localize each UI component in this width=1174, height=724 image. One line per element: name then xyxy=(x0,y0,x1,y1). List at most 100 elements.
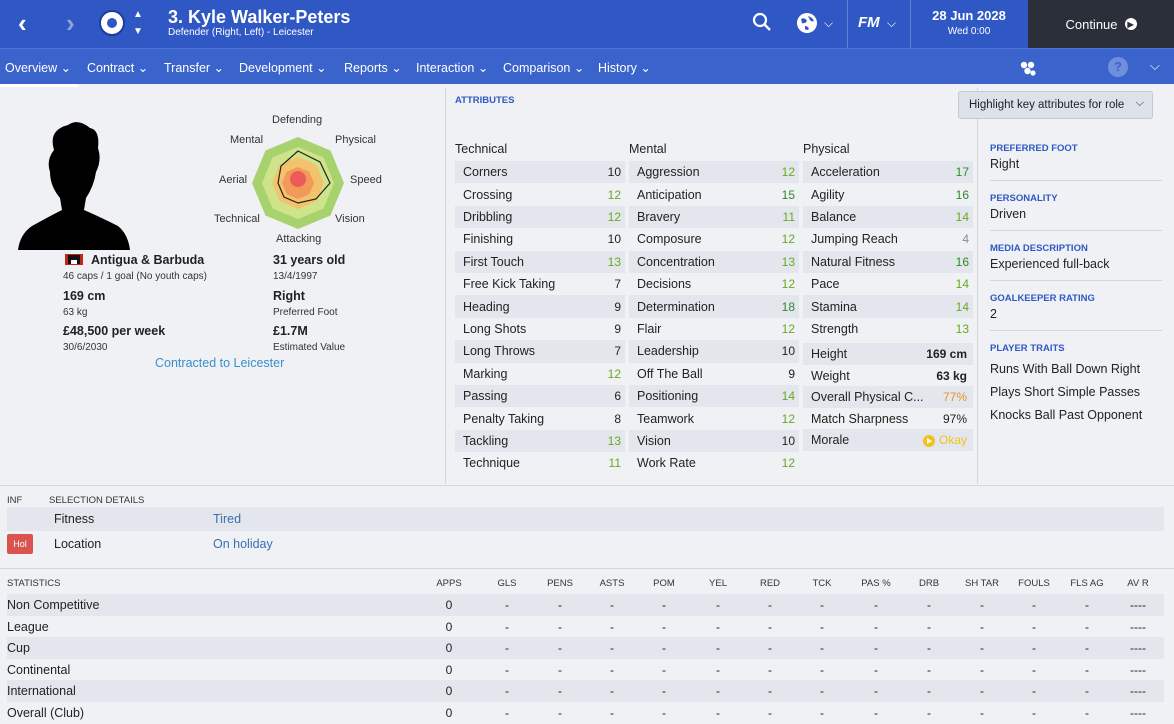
forward-arrow-icon[interactable]: › xyxy=(66,8,75,38)
attribute-row[interactable]: Passing 6 xyxy=(455,385,625,408)
attribute-row[interactable]: Dribbling 12 xyxy=(455,205,625,229)
stat-column-header[interactable]: POM xyxy=(653,578,675,589)
continue-button[interactable]: Continue ▶ xyxy=(1028,0,1174,48)
date-display[interactable]: 28 Jun 2028 Wed 0:00 xyxy=(910,8,1028,37)
stat-column-header[interactable]: RED xyxy=(759,578,781,589)
attribute-row[interactable]: Decisions 12 xyxy=(629,273,799,295)
help-icon[interactable]: ? xyxy=(1108,57,1128,77)
attribute-row[interactable]: Finishing 10 xyxy=(455,228,625,250)
chevron-down-icon[interactable]: ⌵ xyxy=(1150,58,1160,73)
attribute-row[interactable]: First Touch 13 xyxy=(455,250,625,273)
tab-history[interactable]: History ⌄ xyxy=(598,61,651,75)
attribute-row[interactable]: Natural Fitness 16 xyxy=(803,250,973,273)
table-row[interactable]: Continental 0- - - - - - - - - - - - ---- xyxy=(7,659,1164,681)
attribute-row[interactable]: Tackling 13 xyxy=(455,429,625,453)
attribute-row[interactable]: Concentration 13 xyxy=(629,250,799,273)
stat-column-header[interactable]: PAS % xyxy=(861,578,891,589)
table-row[interactable]: International 0- - - - - - - - - - - - ---- xyxy=(7,680,1164,702)
attribute-row[interactable]: Crossing 12 xyxy=(455,183,625,205)
player-trait[interactable]: Knocks Ball Past Opponent xyxy=(990,408,1143,422)
attribute-row[interactable]: Teamwork 12 xyxy=(629,407,799,429)
attribute-name: Balance xyxy=(811,209,857,224)
attribute-row[interactable]: Long Shots 9 xyxy=(455,318,625,340)
attribute-row[interactable]: Anticipation 15 xyxy=(629,183,799,205)
attribute-row[interactable]: Flair 12 xyxy=(629,318,799,340)
attribute-row[interactable]: Corners 10 xyxy=(455,161,625,184)
stat-column-header[interactable]: SH TAR xyxy=(965,578,999,589)
fm-logo[interactable]: FM xyxy=(858,14,880,31)
attribute-row[interactable]: Heading 9 xyxy=(455,295,625,318)
tab-comparison[interactable]: Comparison ⌄ xyxy=(503,61,585,75)
attribute-value: 12 xyxy=(781,321,795,336)
table-row[interactable]: Overall (Club) 0- - - - - - - - - - - - ---- xyxy=(7,702,1164,724)
attribute-row[interactable]: Leadership 10 xyxy=(629,340,799,363)
attribute-row[interactable]: Penalty Taking 8 xyxy=(455,407,625,429)
stat-cell: 0 xyxy=(445,598,453,612)
wage: £48,500 per week xyxy=(63,324,166,338)
attribute-row[interactable]: Marking 12 xyxy=(455,363,625,385)
attribute-row[interactable]: Balance 14 xyxy=(803,205,973,229)
attribute-row[interactable]: Free Kick Taking 7 xyxy=(455,273,625,295)
attribute-row[interactable]: Bravery 11 xyxy=(629,205,799,229)
back-arrow-icon[interactable]: ‹ xyxy=(18,8,27,38)
stat-column-header[interactable]: GLS xyxy=(497,578,517,589)
globe-icon[interactable] xyxy=(796,12,818,39)
tab-reports[interactable]: Reports ⌄ xyxy=(344,61,402,75)
attribute-row[interactable]: Positioning 14 xyxy=(629,385,799,408)
morale-value: Okay xyxy=(922,433,973,447)
stat-column-header[interactable]: ASTS xyxy=(599,578,625,589)
attribute-row[interactable]: Composure 12 xyxy=(629,228,799,250)
attribute-row[interactable]: Strength 13 xyxy=(803,318,973,340)
table-row[interactable]: Cup 0- - - - - - - - - - - - ---- xyxy=(7,637,1164,659)
attribute-row[interactable]: Off The Ball 9 xyxy=(629,363,799,385)
highlight-role-dropdown[interactable]: Highlight key attributes for role ⌵ xyxy=(958,91,1153,119)
attribute-row[interactable]: Pace 14 xyxy=(803,273,973,295)
attribute-name: First Touch xyxy=(463,254,524,269)
player-trait[interactable]: Runs With Ball Down Right xyxy=(990,362,1141,376)
stat-column-header[interactable]: YEL xyxy=(709,578,727,589)
tab-contract[interactable]: Contract ⌄ xyxy=(87,61,149,75)
attribute-row[interactable]: Acceleration 17 xyxy=(803,161,973,184)
cluster-icon[interactable] xyxy=(1018,59,1038,84)
stat-column-header[interactable]: DRB xyxy=(918,578,940,589)
attribute-row[interactable]: Determination 18 xyxy=(629,295,799,318)
contracted-link[interactable]: Contracted to Leicester xyxy=(155,356,285,370)
attribute-row[interactable]: Long Throws 7 xyxy=(455,340,625,363)
chevron-down-icon[interactable]: ⌵ xyxy=(887,16,897,30)
table-row[interactable]: Non Competitive 0- - - - - - - - - - - - ---- xyxy=(7,594,1164,616)
stat-cell: - xyxy=(610,705,614,720)
stat-cell: - xyxy=(505,598,509,612)
stat-column-header[interactable]: APPS xyxy=(436,578,462,589)
stat-row-name: Continental xyxy=(7,662,71,677)
stat-column-header[interactable]: AV R xyxy=(1127,578,1149,589)
holiday-badge[interactable]: Hol xyxy=(7,534,33,554)
attribute-row[interactable]: Vision 10 xyxy=(629,429,799,453)
tab-overview[interactable]: Overview ⌄ xyxy=(0,61,79,87)
tab-development[interactable]: Development ⌄ xyxy=(239,61,327,75)
stat-cell: - xyxy=(558,641,562,655)
tab-interaction[interactable]: Interaction ⌄ xyxy=(416,61,489,75)
attribute-row[interactable]: Stamina 14 xyxy=(803,295,973,318)
nation[interactable]: Antigua & Barbuda xyxy=(91,253,205,267)
attribute-row[interactable]: Jumping Reach 4 xyxy=(803,228,973,250)
morale-row[interactable]: Morale Okay xyxy=(803,429,973,451)
stat-cell: - xyxy=(927,705,931,720)
stat-column-header[interactable]: FLS AG xyxy=(1070,578,1104,589)
player-trait[interactable]: Plays Short Simple Passes xyxy=(990,385,1141,399)
chevron-down-icon[interactable]: ⌵ xyxy=(824,16,834,30)
stat-column-header[interactable]: PENS xyxy=(547,578,573,589)
table-row[interactable]: League 0- - - - - - - - - - - - ---- xyxy=(7,616,1164,638)
attribute-row[interactable]: Work Rate 12 xyxy=(629,452,799,474)
stat-column-header[interactable]: FOULS xyxy=(1018,578,1050,589)
previous-next-player-icon[interactable]: ▲ ▼ xyxy=(133,9,143,37)
tab-transfer[interactable]: Transfer ⌄ xyxy=(164,61,225,75)
search-icon[interactable] xyxy=(752,12,772,37)
stat-cell: - xyxy=(662,705,666,720)
goalkeeper-rating-heading: GOALKEEPER RATING xyxy=(990,293,1095,304)
attribute-row[interactable]: Aggression 12 xyxy=(629,161,799,184)
club-badge[interactable] xyxy=(99,10,125,36)
attribute-row[interactable]: Agility 16 xyxy=(803,183,973,205)
nav-bar: Overview ⌄ Contract ⌄ Transfer ⌄ Develop… xyxy=(0,48,1174,87)
attribute-row[interactable]: Technique 11 xyxy=(455,452,625,474)
stat-column-header[interactable]: TCK xyxy=(812,578,832,589)
